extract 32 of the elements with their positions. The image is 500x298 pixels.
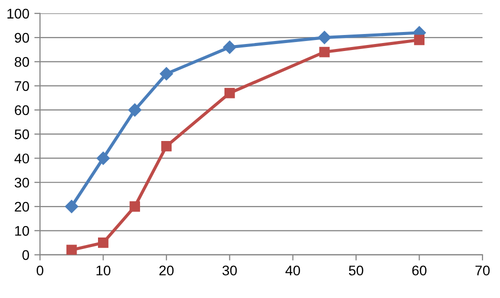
- point: [65, 200, 78, 214]
- y-tick-label: 50: [14, 129, 30, 140]
- x-tick-label: 10: [96, 266, 110, 276]
- y-tick-label: 40: [14, 154, 30, 164]
- y-tick-label: 30: [14, 178, 30, 188]
- y-tick-label: 80: [14, 57, 30, 67]
- point: [414, 34, 424, 46]
- point: [130, 201, 140, 212]
- y-tick-label: 70: [14, 81, 30, 91]
- point: [319, 46, 330, 58]
- point: [224, 88, 235, 98]
- y-tick-label: 0: [22, 250, 30, 260]
- point: [223, 40, 236, 54]
- x-tick-label: 0: [36, 266, 44, 276]
- point: [66, 244, 77, 255]
- y-tick-label: 10: [15, 226, 30, 236]
- point: [98, 238, 108, 248]
- x-tick-label: 70: [475, 266, 490, 276]
- point: [96, 152, 110, 165]
- y-tick-label: 90: [14, 32, 30, 43]
- point: [161, 140, 172, 152]
- point: [318, 30, 332, 44]
- y-tick-label: 100: [7, 8, 30, 19]
- point: [160, 67, 174, 80]
- x-tick-label: 60: [412, 266, 426, 276]
- point: [128, 103, 142, 117]
- x-tick-label: 40: [285, 266, 300, 276]
- y-tick-label: 20: [14, 202, 30, 212]
- x-tick-label: 30: [222, 266, 237, 276]
- x-tick-label: 20: [159, 266, 174, 276]
- y-tick-label: 60: [14, 105, 30, 116]
- x-tick-label: 50: [348, 266, 364, 276]
